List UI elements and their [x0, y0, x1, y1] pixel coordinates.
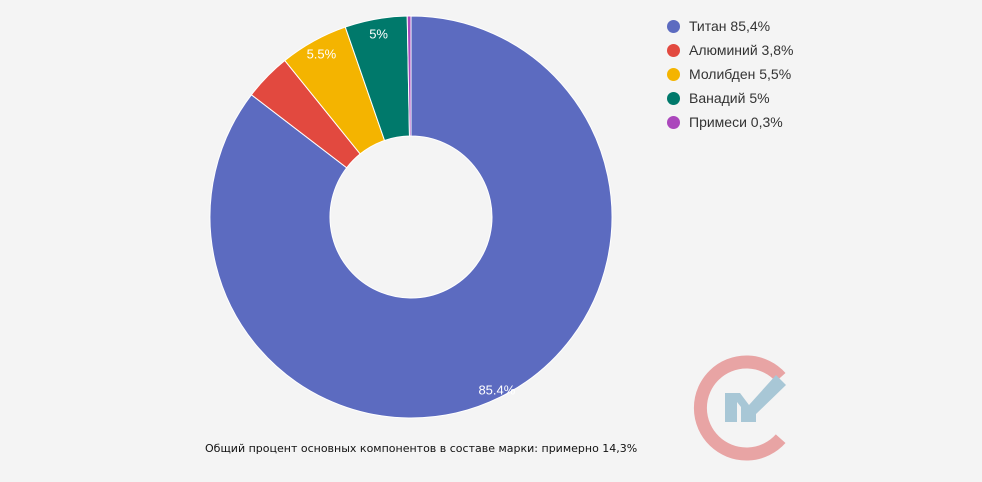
legend-item-4: Ванадий 5%: [667, 86, 793, 110]
legend-label: Алюминий 3,8%: [689, 42, 794, 58]
legend-swatch-icon: [667, 115, 680, 129]
slice-label-1: 85.4%: [478, 382, 515, 397]
legend-swatch-icon: [667, 19, 680, 33]
legend-item-3: Молибден 5,5%: [667, 62, 793, 86]
legend-item-2: Алюминий 3,8%: [667, 38, 793, 62]
cm-logo-icon: [693, 355, 786, 461]
legend-item-1: Титан 85,4%: [667, 14, 793, 38]
legend-label: Титан 85,4%: [689, 18, 771, 34]
chart-caption: Общий процент основных компонентов в сос…: [205, 442, 638, 455]
slice-1: [209, 15, 613, 419]
legend-swatch-icon: [667, 43, 680, 57]
slice-label-3: 5.5%: [307, 47, 337, 62]
logo-m-shape: [725, 375, 786, 422]
slice-label-4: 5%: [369, 26, 388, 41]
slice-5: [406, 15, 412, 137]
legend-swatch-icon: [667, 91, 680, 105]
legend-label: Молибден 5,5%: [689, 66, 792, 82]
legend: Титан 85,4% Алюминий 3,8% Молибден 5,5% Ван…: [667, 14, 793, 134]
legend-item-5: Примеси 0,3%: [667, 110, 793, 134]
slices-group: [209, 15, 613, 419]
logo-ring-shape: [693, 355, 786, 461]
legend-label: Ванадий 5%: [689, 90, 770, 106]
slice-labels-group: 85.4% 5.5% 5%: [307, 26, 516, 397]
legend-label: Примеси 0,3%: [689, 114, 783, 130]
legend-swatch-icon: [667, 67, 680, 81]
